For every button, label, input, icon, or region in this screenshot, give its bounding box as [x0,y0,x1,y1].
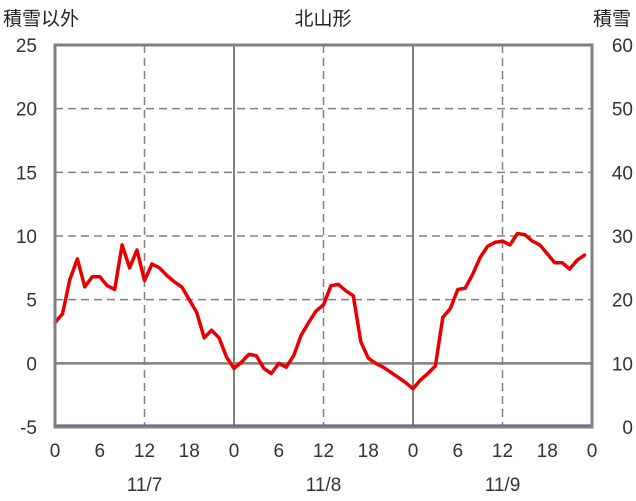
left-tick-label: 5 [26,291,37,312]
date-label: 11/8 [306,475,342,496]
grid-lines [55,45,592,427]
x-tick-label: 12 [492,441,513,462]
left-tick-label: 0 [26,354,37,375]
x-tick-label: 18 [358,441,379,462]
right-tick-label: 30 [612,227,633,248]
plot-frame [53,43,594,429]
date-labels: 11/7 11/8 11/9 [127,475,521,496]
temperature-line [53,231,587,391]
right-axis-label: 積雪 [593,8,631,30]
left-tick-label: -5 [20,418,37,439]
x-tick-label: 0 [587,441,598,462]
right-tick-label: 50 [612,100,633,121]
left-axis-label: 積雪以外 [3,8,79,30]
x-tick-label: 18 [179,441,200,462]
x-tick-label: 18 [537,441,558,462]
x-tick-label: 6 [94,441,105,462]
x-axis-ticks: 0 6 12 18 0 6 12 18 0 6 12 18 0 [50,441,598,462]
x-tick-label: 0 [50,441,61,462]
x-tick-label: 6 [273,441,284,462]
x-tick-label: 12 [313,441,334,462]
left-tick-label: 10 [16,227,37,248]
date-label: 11/7 [127,475,163,496]
left-tick-label: 25 [16,36,37,57]
right-tick-label: 0 [622,418,633,439]
date-label: 11/9 [485,475,521,496]
right-axis-ticks: 60 50 40 30 20 10 0 [612,36,633,439]
right-tick-label: 10 [612,354,633,375]
left-axis-ticks: 25 20 15 10 5 0 -5 [16,36,37,439]
x-tick-label: 6 [452,441,463,462]
x-tick-label: 0 [408,441,419,462]
chart-title: 北山形 [294,8,351,30]
right-tick-label: 60 [612,36,633,57]
right-tick-label: 20 [612,291,633,312]
left-tick-label: 15 [16,163,37,184]
x-tick-label: 0 [229,441,240,462]
right-tick-label: 40 [612,163,633,184]
x-tick-label: 12 [134,441,155,462]
left-tick-label: 20 [16,100,37,121]
